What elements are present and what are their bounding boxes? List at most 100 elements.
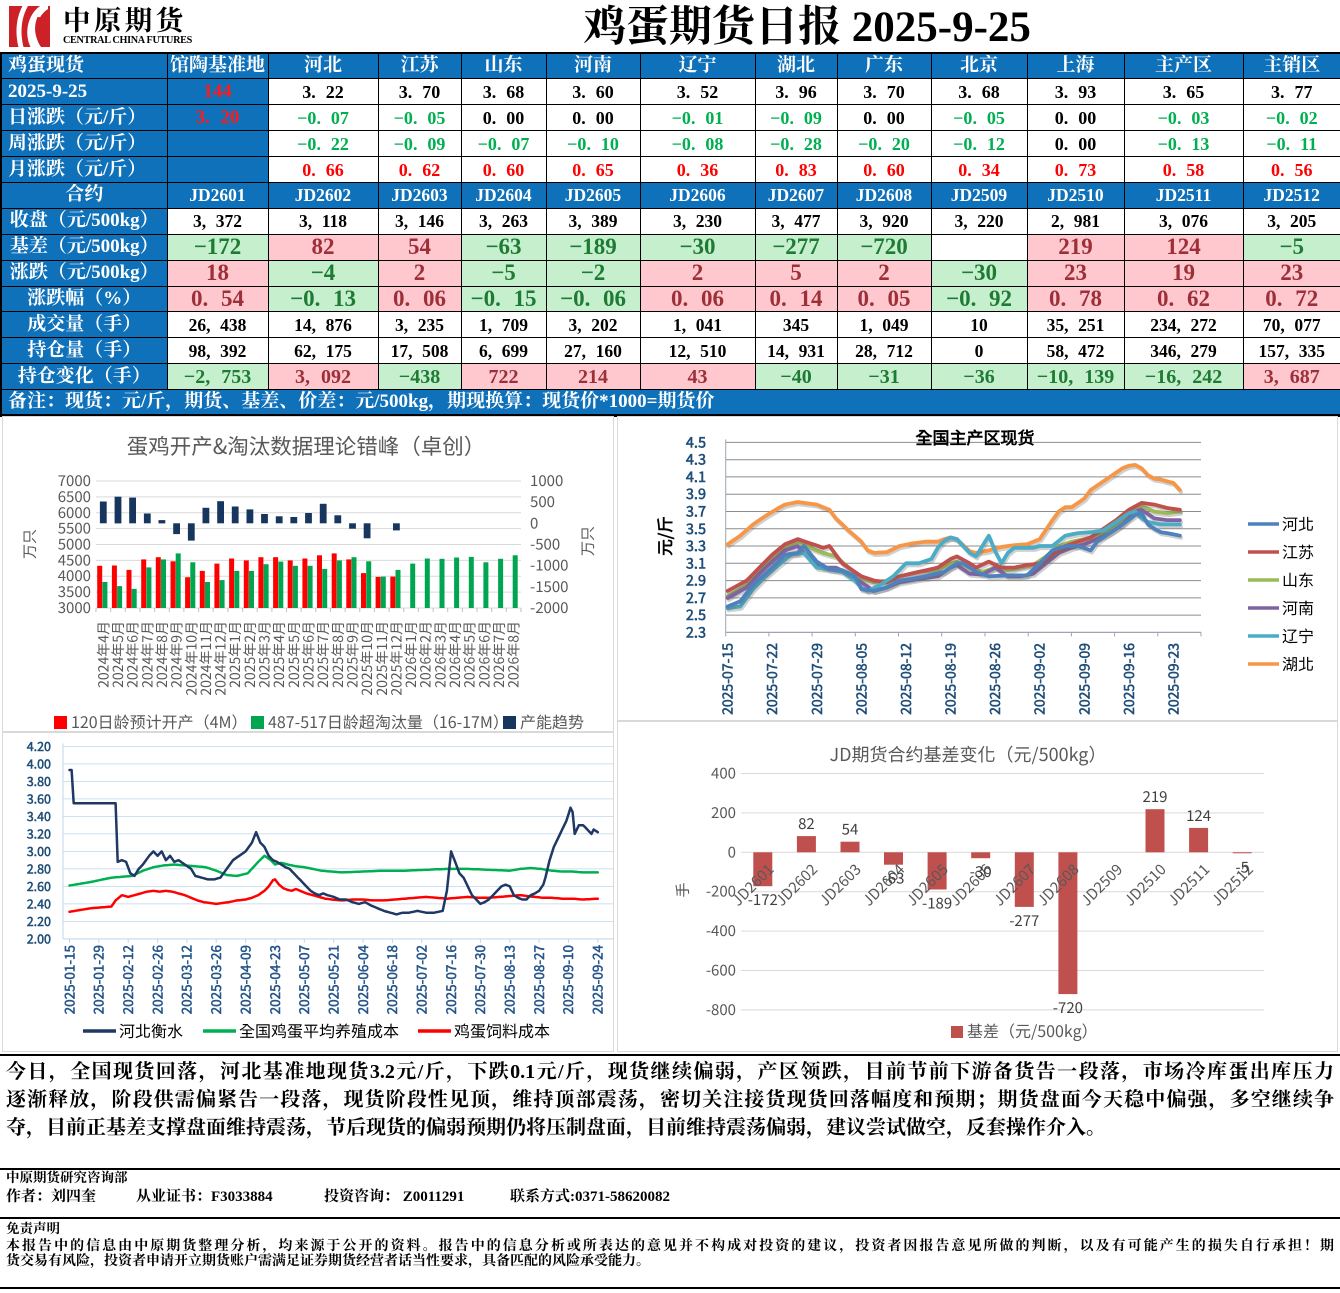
svg-text:3.1: 3.1	[686, 552, 706, 573]
svg-text:2025-08-19: 2025-08-19	[941, 643, 961, 715]
svg-text:2024年6月: 2024年6月	[123, 621, 143, 688]
svg-text:2025-05-07: 2025-05-07	[293, 944, 313, 1014]
svg-text:2026年4月: 2026年4月	[445, 621, 465, 688]
svg-text:2025-09-09: 2025-09-09	[1074, 643, 1094, 715]
svg-text:3.9: 3.9	[686, 483, 706, 504]
svg-text:219: 219	[1143, 786, 1168, 807]
svg-text:山东: 山东	[1282, 567, 1314, 591]
svg-text:-1500: -1500	[530, 576, 569, 597]
svg-text:JD期货合约基差变化（元/500kg）: JD期货合约基差变化（元/500kg）	[830, 741, 1107, 767]
svg-text:万只: 万只	[577, 526, 598, 556]
svg-text:7000: 7000	[58, 470, 91, 491]
svg-text:124: 124	[1186, 805, 1211, 826]
svg-text:-63: -63	[883, 868, 905, 889]
svg-text:蛋鸡开产&淘汰数据理论错峰（卓创）: 蛋鸡开产&淘汰数据理论错峰（卓创）	[127, 430, 486, 461]
svg-text:3.00: 3.00	[27, 841, 51, 860]
svg-text:河北: 河北	[1282, 511, 1314, 535]
svg-text:2.9: 2.9	[686, 570, 706, 591]
svg-text:2025-04-09: 2025-04-09	[234, 944, 254, 1014]
svg-text:2025-07-16: 2025-07-16	[440, 944, 460, 1014]
svg-text:0: 0	[530, 512, 538, 533]
svg-text:-2000: -2000	[530, 597, 569, 618]
svg-text:1000: 1000	[530, 470, 563, 491]
svg-text:2025-09-24: 2025-09-24	[587, 944, 607, 1014]
svg-text:基差（元/500kg）: 基差（元/500kg）	[967, 1018, 1098, 1042]
svg-text:2025-09-10: 2025-09-10	[557, 944, 577, 1014]
svg-text:-200: -200	[706, 881, 736, 902]
svg-text:2025年10月: 2025年10月	[357, 621, 377, 696]
svg-text:2025年1月: 2025年1月	[225, 621, 245, 688]
svg-text:JD2511: JD2511	[1163, 859, 1214, 910]
svg-text:2024年12月: 2024年12月	[211, 621, 231, 696]
svg-text:3.60: 3.60	[27, 788, 51, 807]
svg-text:-600: -600	[706, 960, 736, 981]
svg-text:400: 400	[711, 763, 736, 784]
svg-text:4000: 4000	[58, 565, 91, 586]
svg-text:487-517日龄超淘汰量（16-17M）: 487-517日龄超淘汰量（16-17M）	[268, 709, 509, 733]
svg-text:-189: -189	[922, 893, 952, 914]
svg-text:2025-05-21: 2025-05-21	[323, 945, 343, 1014]
svg-text:2.20: 2.20	[27, 911, 51, 930]
svg-text:3.40: 3.40	[27, 806, 51, 825]
svg-text:全国鸡蛋平均养殖成本: 全国鸡蛋平均养殖成本	[239, 1018, 399, 1042]
svg-text:-400: -400	[706, 920, 736, 941]
svg-text:河北衡水: 河北衡水	[119, 1018, 183, 1042]
svg-text:全国主产区现货: 全国主产区现货	[916, 424, 1035, 449]
svg-text:河南: 河南	[1282, 595, 1314, 619]
svg-text:2024年8月: 2024年8月	[152, 621, 172, 688]
svg-text:JD2510: JD2510	[1119, 859, 1170, 910]
svg-text:2025-08-13: 2025-08-13	[499, 944, 519, 1014]
svg-text:2024年4月: 2024年4月	[93, 621, 113, 688]
svg-text:2024年5月: 2024年5月	[108, 621, 128, 688]
svg-text:2025-09-02: 2025-09-02	[1030, 643, 1050, 715]
svg-text:2025-08-27: 2025-08-27	[528, 944, 548, 1014]
svg-text:万只: 万只	[19, 529, 40, 559]
svg-text:500: 500	[530, 491, 555, 512]
svg-text:江苏: 江苏	[1282, 539, 1314, 563]
svg-text:4.3: 4.3	[685, 449, 706, 470]
svg-text:3.7: 3.7	[686, 501, 706, 522]
svg-text:2025-07-02: 2025-07-02	[411, 944, 431, 1014]
svg-text:2025-07-30: 2025-07-30	[469, 944, 489, 1014]
svg-text:2025-09-23: 2025-09-23	[1164, 643, 1184, 715]
svg-text:-1000: -1000	[530, 555, 569, 576]
svg-text:2025-08-26: 2025-08-26	[985, 643, 1005, 715]
svg-text:元/斤: 元/斤	[652, 516, 676, 555]
svg-text:2026年2月: 2026年2月	[416, 621, 436, 688]
svg-text:2025年2月: 2025年2月	[240, 621, 260, 688]
svg-text:3.3: 3.3	[686, 535, 706, 556]
svg-text:手: 手	[672, 882, 693, 897]
svg-text:-720: -720	[1053, 997, 1083, 1018]
svg-text:2025年4月: 2025年4月	[269, 621, 289, 688]
svg-text:2025年9月: 2025年9月	[343, 621, 363, 688]
svg-text:4500: 4500	[58, 549, 91, 570]
svg-text:4.20: 4.20	[26, 736, 51, 755]
svg-text:2.3: 2.3	[686, 621, 706, 642]
svg-text:2026年8月: 2026年8月	[504, 621, 524, 688]
svg-text:JD2602: JD2602	[771, 859, 822, 910]
svg-text:2.80: 2.80	[27, 858, 51, 877]
svg-text:120日龄预计开产（4M）: 120日龄预计开产（4M）	[71, 709, 248, 733]
svg-text:2024年11月: 2024年11月	[196, 621, 216, 696]
svg-text:2025-09-16: 2025-09-16	[1119, 643, 1139, 715]
svg-text:湖北: 湖北	[1282, 651, 1314, 675]
svg-text:2.00: 2.00	[27, 928, 51, 947]
svg-text:3.20: 3.20	[27, 823, 51, 842]
svg-text:0: 0	[728, 841, 736, 862]
svg-text:2025-02-26: 2025-02-26	[146, 944, 166, 1014]
svg-text:JD2603: JD2603	[814, 859, 865, 910]
svg-text:2025-06-04: 2025-06-04	[352, 944, 372, 1014]
svg-text:2025-07-29: 2025-07-29	[807, 643, 827, 715]
svg-text:2025年11月: 2025年11月	[372, 621, 392, 696]
svg-text:2025年3月: 2025年3月	[255, 621, 275, 688]
svg-text:辽宁: 辽宁	[1282, 623, 1314, 647]
svg-text:54: 54	[842, 819, 859, 840]
svg-text:4.00: 4.00	[26, 753, 51, 772]
svg-text:2026年7月: 2026年7月	[489, 621, 509, 688]
svg-text:-800: -800	[706, 999, 736, 1020]
svg-text:3.5: 3.5	[686, 518, 706, 539]
svg-text:4.1: 4.1	[685, 466, 706, 487]
svg-text:JD2512: JD2512	[1206, 859, 1257, 910]
svg-text:-500: -500	[530, 534, 560, 555]
svg-text:5500: 5500	[58, 518, 91, 539]
